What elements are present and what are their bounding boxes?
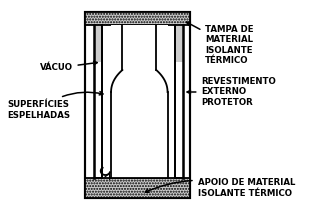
Text: REVESTIMENTO
EXTERNO
PROTETOR: REVESTIMENTO EXTERNO PROTETOR [187,77,276,107]
Text: SUPERFÍCIES
ESPELHADAS: SUPERFÍCIES ESPELHADAS [7,92,103,120]
Bar [85,12,190,198]
Bar [94,25,102,62]
FancyBboxPatch shape [111,25,168,178]
Bar [175,25,183,178]
Bar [94,25,102,178]
Bar [85,178,190,198]
Bar [175,25,183,62]
Text: TAMPA DE
MATERIAL
ISOLANTE
TÉRMICO: TAMPA DE MATERIAL ISOLANTE TÉRMICO [187,22,254,65]
Bar [85,12,190,25]
Text: VÁCUO: VÁCUO [40,61,97,72]
Text: APOIO DE MATERIAL
ISOLANTE TÉRMICO: APOIO DE MATERIAL ISOLANTE TÉRMICO [145,178,295,198]
